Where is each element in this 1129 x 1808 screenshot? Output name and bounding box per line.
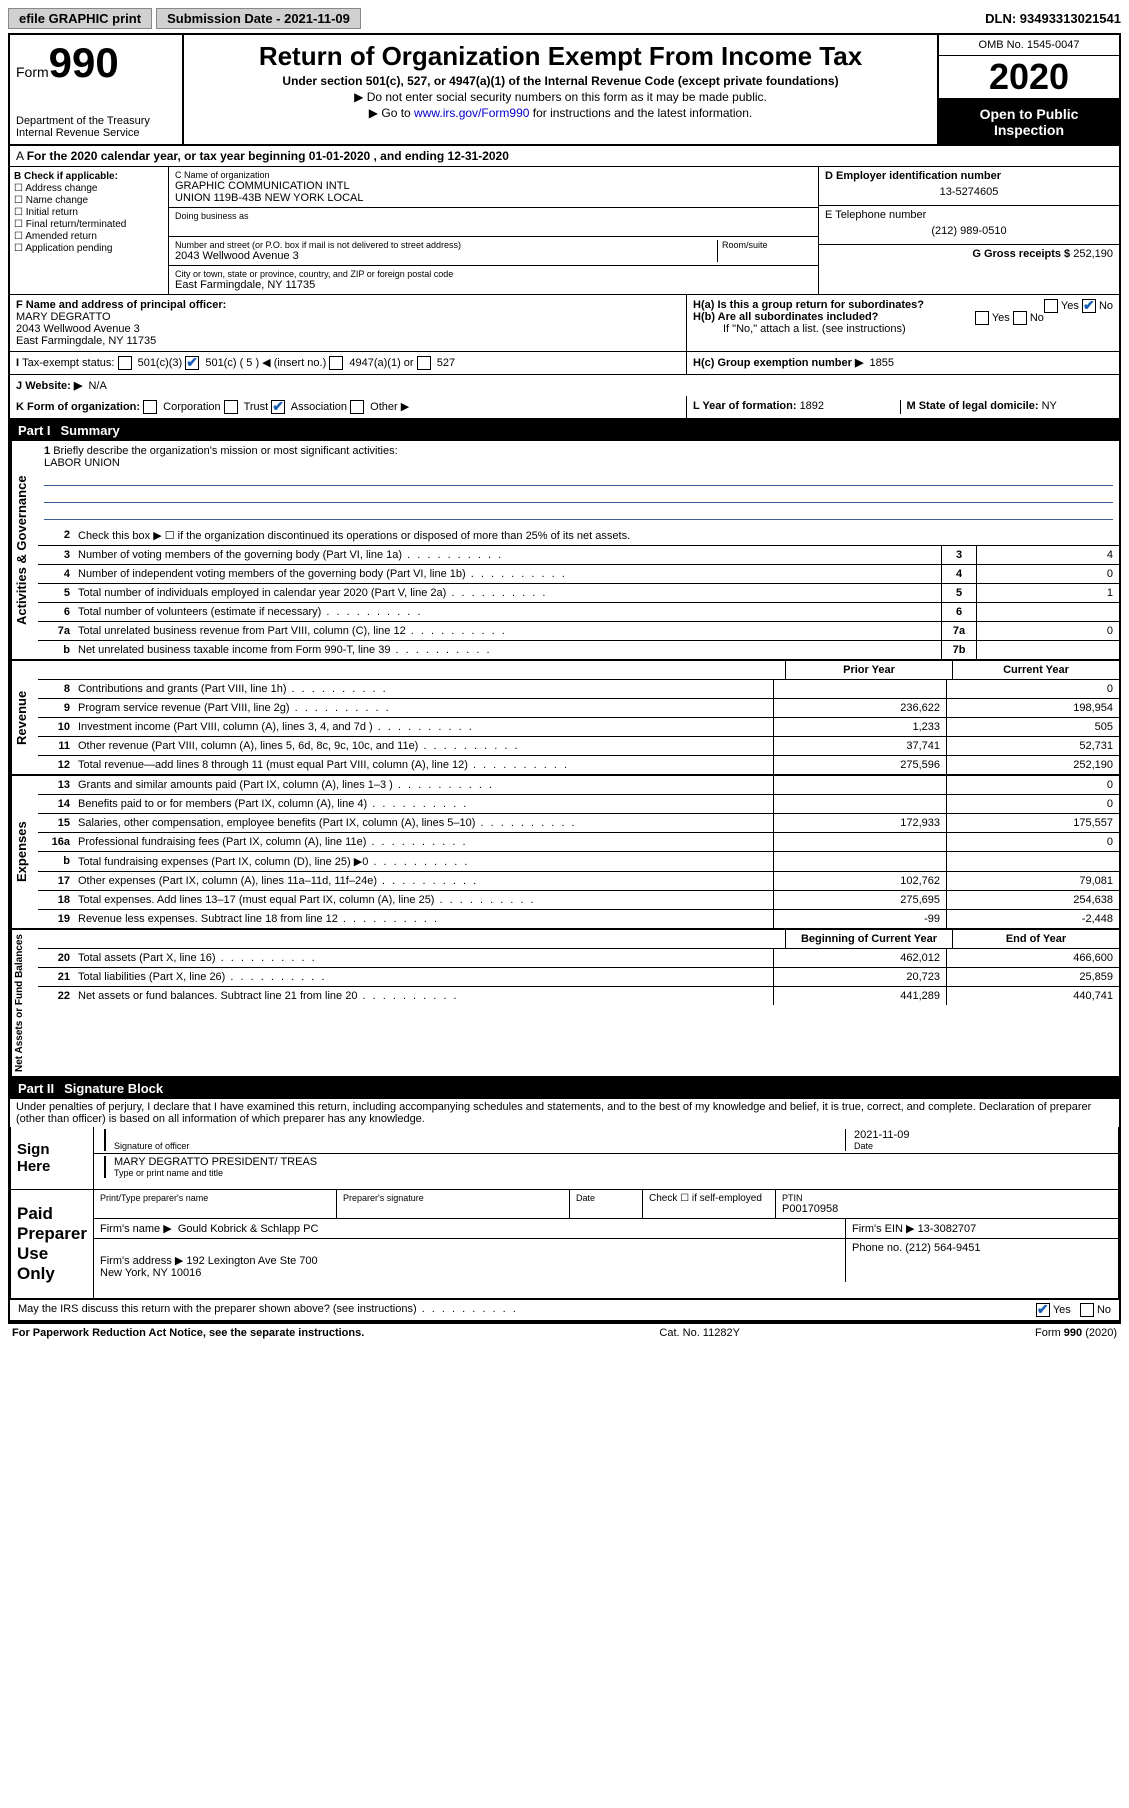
summary-line: 10 Investment income (Part VIII, column … xyxy=(38,718,1119,737)
public-inspection: Open to Public Inspection xyxy=(939,100,1119,144)
omb-number: OMB No. 1545-0047 xyxy=(939,35,1119,56)
ssn-note: Do not enter social security numbers on … xyxy=(192,90,929,104)
mission: LABOR UNION xyxy=(44,457,120,469)
form-subtitle: Under section 501(c), 527, or 4947(a)(1)… xyxy=(192,74,929,88)
summary-line: 21 Total liabilities (Part X, line 26) 2… xyxy=(38,968,1119,987)
form-header: Form990 Department of the Treasury Inter… xyxy=(10,35,1119,146)
governance-section: Activities & Governance 1 Briefly descri… xyxy=(10,441,1119,661)
part1-header: Part I Summary xyxy=(10,420,1119,441)
summary-line: 6 Total number of volunteers (estimate i… xyxy=(38,603,1119,622)
box-b: B Check if applicable: ☐ Address change … xyxy=(10,167,169,294)
part2-header: Part II Signature Block xyxy=(10,1078,1119,1099)
summary-line: 3 Number of voting members of the govern… xyxy=(38,546,1119,565)
group-exemption: 1855 xyxy=(870,357,894,369)
summary-line: 7a Total unrelated business revenue from… xyxy=(38,622,1119,641)
form-title: Return of Organization Exempt From Incom… xyxy=(192,41,929,72)
summary-line: 18 Total expenses. Add lines 13–17 (must… xyxy=(38,891,1119,910)
firm-name: Gould Kobrick & Schlapp PC xyxy=(178,1223,319,1235)
dept-treasury: Department of the Treasury Internal Reve… xyxy=(16,115,176,139)
efile-print-button[interactable]: efile GRAPHIC print xyxy=(8,8,152,29)
summary-line: 22 Net assets or fund balances. Subtract… xyxy=(38,987,1119,1005)
page-footer: For Paperwork Reduction Act Notice, see … xyxy=(8,1324,1121,1342)
summary-line: 17 Other expenses (Part IX, column (A), … xyxy=(38,872,1119,891)
paid-preparer-section: Paid Preparer Use Only Print/Type prepar… xyxy=(10,1190,1119,1299)
summary-line: b Total fundraising expenses (Part IX, c… xyxy=(38,852,1119,872)
summary-line: 5 Total number of individuals employed i… xyxy=(38,584,1119,603)
phone: (212) 989-0510 xyxy=(825,221,1113,241)
summary-line: 9 Program service revenue (Part VIII, li… xyxy=(38,699,1119,718)
website-note: ▶ Go to www.irs.gov/Form990 for instruct… xyxy=(192,106,929,120)
firm-phone: (212) 564-9451 xyxy=(905,1242,980,1254)
dln-label: DLN: 93493313021541 xyxy=(985,11,1121,26)
summary-line: 4 Number of independent voting members o… xyxy=(38,565,1119,584)
top-toolbar: efile GRAPHIC print Submission Date - 20… xyxy=(8,8,1121,29)
sign-here-section: Sign Here Signature of officer 2021-11-0… xyxy=(10,1127,1119,1190)
gross-receipts: 252,190 xyxy=(1073,248,1113,260)
firm-ein: 13-3082707 xyxy=(918,1223,977,1235)
summary-line: 16a Professional fundraising fees (Part … xyxy=(38,833,1119,852)
summary-line: 14 Benefits paid to or for members (Part… xyxy=(38,795,1119,814)
summary-line: 11 Other revenue (Part VIII, column (A),… xyxy=(38,737,1119,756)
summary-line: 19 Revenue less expenses. Subtract line … xyxy=(38,910,1119,928)
box-de: D Employer identification number 13-5274… xyxy=(819,167,1119,294)
summary-line: 12 Total revenue—add lines 8 through 11 … xyxy=(38,756,1119,774)
summary-line: 20 Total assets (Part X, line 16) 462,01… xyxy=(38,949,1119,968)
submission-date-button[interactable]: Submission Date - 2021-11-09 xyxy=(156,8,361,29)
org-address: 2043 Wellwood Avenue 3 xyxy=(175,250,717,262)
summary-line: 13 Grants and similar amounts paid (Part… xyxy=(38,776,1119,795)
irs-link[interactable]: www.irs.gov/Form990 xyxy=(414,106,529,120)
form-990-frame: Form990 Department of the Treasury Inter… xyxy=(8,33,1121,1324)
summary-line: b Net unrelated business taxable income … xyxy=(38,641,1119,659)
tax-status-row: I Tax-exempt status: 501(c)(3) 501(c) ( … xyxy=(10,352,1119,375)
tax-period-row: A For the 2020 calendar year, or tax yea… xyxy=(10,146,1119,167)
org-city: East Farmingdale, NY 11735 xyxy=(175,279,812,291)
officer-name-title: MARY DEGRATTO PRESIDENT/ TREAS xyxy=(114,1156,1114,1168)
box-c: C Name of organization GRAPHIC COMMUNICA… xyxy=(169,167,819,294)
officer-name: MARY DEGRATTO xyxy=(16,311,111,323)
penalties-statement: Under penalties of perjury, I declare th… xyxy=(10,1099,1119,1127)
summary-line: 8 Contributions and grants (Part VIII, l… xyxy=(38,680,1119,699)
summary-line: 15 Salaries, other compensation, employe… xyxy=(38,814,1119,833)
officer-group-row: F Name and address of principal officer:… xyxy=(10,295,1119,352)
balance-section: Net Assets or Fund Balances Beginning of… xyxy=(10,930,1119,1078)
revenue-section: Revenue Prior Year Current Year 8 Contri… xyxy=(10,661,1119,776)
sig-date: 2021-11-09 xyxy=(854,1129,1114,1141)
org-name: GRAPHIC COMMUNICATION INTL UNION 119B-43… xyxy=(175,180,812,204)
website: N/A xyxy=(88,380,106,392)
ein: 13-5274605 xyxy=(825,182,1113,202)
tax-year: 2020 xyxy=(939,56,1119,100)
form-number: Form990 xyxy=(16,39,176,87)
identification-grid: B Check if applicable: ☐ Address change … xyxy=(10,167,1119,295)
expenses-section: Expenses 13 Grants and similar amounts p… xyxy=(10,776,1119,930)
ptin: P00170958 xyxy=(782,1203,1112,1215)
